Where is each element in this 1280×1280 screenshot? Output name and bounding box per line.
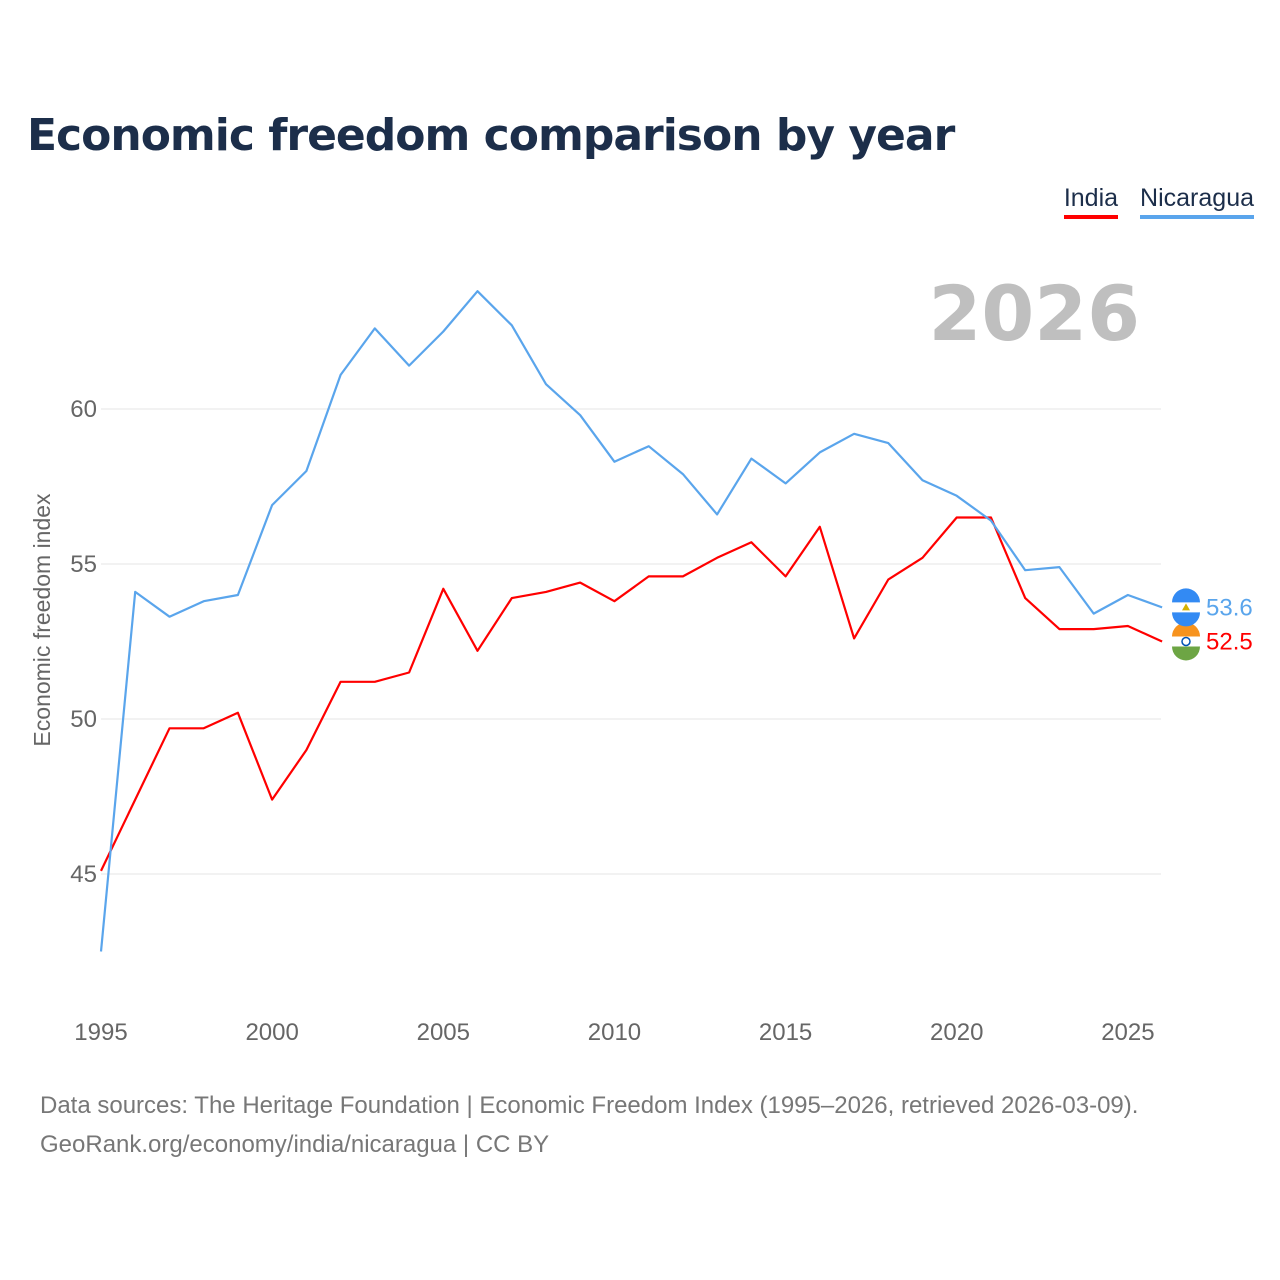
x-tick-label: 2010 <box>588 1019 641 1046</box>
flag-emblem <box>1182 603 1190 611</box>
y-tick-label: 55 <box>70 551 97 578</box>
y-tick-label: 50 <box>70 706 97 733</box>
legend-item-nicaragua[interactable]: Nicaragua <box>1140 184 1254 219</box>
nicaragua-flag-icon <box>1172 588 1200 627</box>
x-tick-label: 2025 <box>1101 1019 1154 1046</box>
end-value-label-india: 52.5 <box>1206 629 1253 656</box>
series-line-india <box>100 516 1163 872</box>
chart-title: Economic freedom comparison by year <box>27 110 955 161</box>
y-tick-label: 45 <box>70 861 97 888</box>
footer: Data sources: The Heritage Foundation | … <box>40 1086 1138 1164</box>
legend-item-india[interactable]: India <box>1063 184 1119 219</box>
flag-stripe <box>1172 622 1200 637</box>
x-tick-label: 2020 <box>930 1019 983 1046</box>
current-year-label: 2026 <box>928 269 1140 358</box>
x-tick-label: 1995 <box>74 1019 127 1046</box>
y-tick-label: 60 <box>70 396 97 423</box>
x-tick-label: 2005 <box>417 1019 470 1046</box>
data-source: Data sources: The Heritage Foundation | … <box>40 1092 1139 1119</box>
legend: India Nicaragua <box>1063 184 1254 219</box>
flag-stripe <box>1172 588 1200 603</box>
series-line-nicaragua <box>99 290 1163 952</box>
x-tick-label: 2015 <box>759 1019 812 1046</box>
india-flag-icon <box>1172 622 1200 661</box>
flag-stripe <box>1172 612 1200 627</box>
flag-stripe <box>1172 646 1200 661</box>
y-axis-label: Economic freedom index <box>29 493 55 747</box>
source-link[interactable]: GeoRank.org/economy/india/nicaragua | CC… <box>40 1131 550 1158</box>
end-value-label-nicaragua: 53.6 <box>1206 594 1253 621</box>
flag-chakra <box>1181 636 1191 647</box>
x-tick-label: 2000 <box>245 1019 298 1046</box>
